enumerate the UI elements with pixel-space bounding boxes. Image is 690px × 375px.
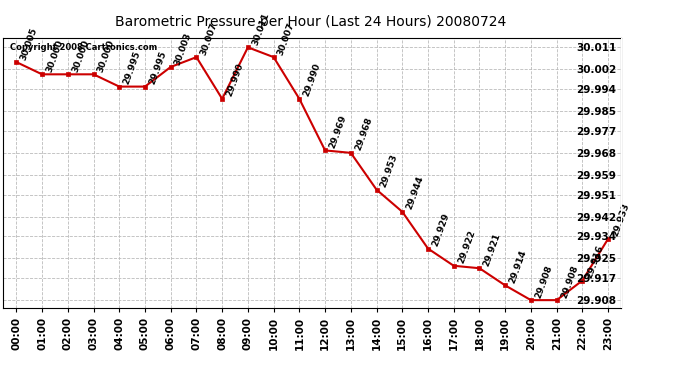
Text: 30.000: 30.000: [70, 38, 90, 74]
Text: 29.921: 29.921: [482, 232, 502, 267]
Text: 29.995: 29.995: [122, 50, 142, 86]
Text: Barometric Pressure per Hour (Last 24 Hours) 20080724: Barometric Pressure per Hour (Last 24 Ho…: [115, 15, 506, 29]
Text: 30.003: 30.003: [173, 31, 193, 66]
Text: 29.908: 29.908: [559, 264, 580, 299]
Text: 30.011: 30.011: [250, 11, 270, 46]
Text: 29.968: 29.968: [353, 116, 374, 152]
Text: 30.000: 30.000: [96, 38, 116, 74]
Text: 29.914: 29.914: [508, 249, 529, 285]
Text: 29.929: 29.929: [431, 212, 451, 248]
Text: 29.933: 29.933: [611, 202, 631, 238]
Text: 29.908: 29.908: [533, 264, 554, 299]
Text: 29.969: 29.969: [328, 114, 348, 150]
Text: Copyright 2008 Cartronics.com: Copyright 2008 Cartronics.com: [10, 43, 157, 52]
Text: 29.944: 29.944: [405, 175, 425, 211]
Text: 30.007: 30.007: [199, 21, 219, 56]
Text: 29.990: 29.990: [302, 62, 322, 98]
Text: 29.922: 29.922: [456, 229, 477, 265]
Text: 30.007: 30.007: [276, 21, 297, 56]
Text: 29.916: 29.916: [585, 244, 605, 280]
Text: 29.990: 29.990: [225, 62, 245, 98]
Text: 29.995: 29.995: [148, 50, 168, 86]
Text: 30.005: 30.005: [19, 26, 39, 61]
Text: 29.953: 29.953: [379, 153, 400, 189]
Text: 30.000: 30.000: [45, 38, 65, 74]
